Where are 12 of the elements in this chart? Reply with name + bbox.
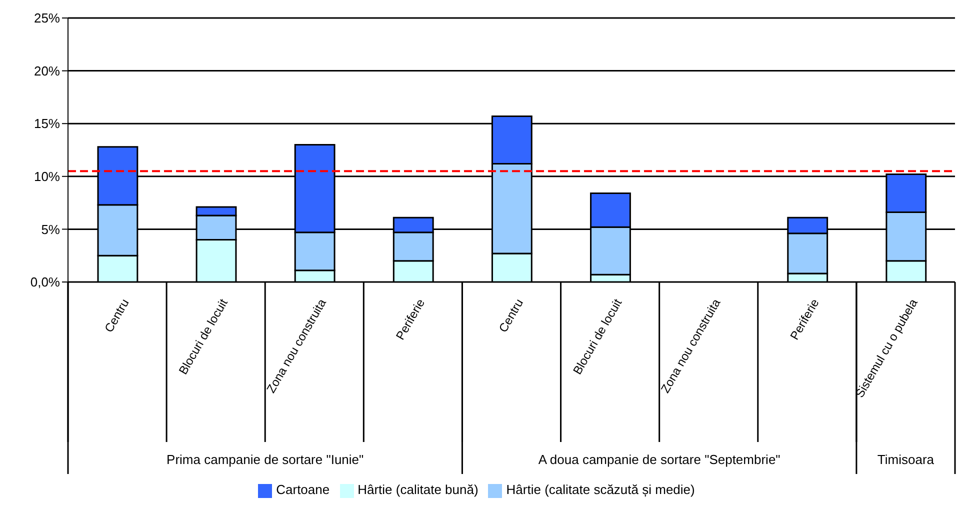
text: Prima campanie de sortare "Iunie" [166, 452, 364, 467]
legend-label: Hârtie (calitate bună) [358, 482, 478, 497]
y-tick-label: 10% [34, 169, 60, 184]
legend-label: Cartoane [276, 482, 330, 497]
y-tick-label: 0,0% [30, 274, 60, 290]
y-tick-label: 5% [41, 222, 60, 237]
y-tick-label: 15% [34, 116, 60, 132]
text: A doua campanie de sortare "Septembrie" [538, 452, 781, 467]
legend-label: Hârtie (calitate scăzută și medie) [506, 482, 695, 497]
y-tick-label: 25% [34, 10, 60, 26]
y-tick-label: 20% [34, 63, 60, 78]
text: Timisoara [877, 452, 935, 467]
